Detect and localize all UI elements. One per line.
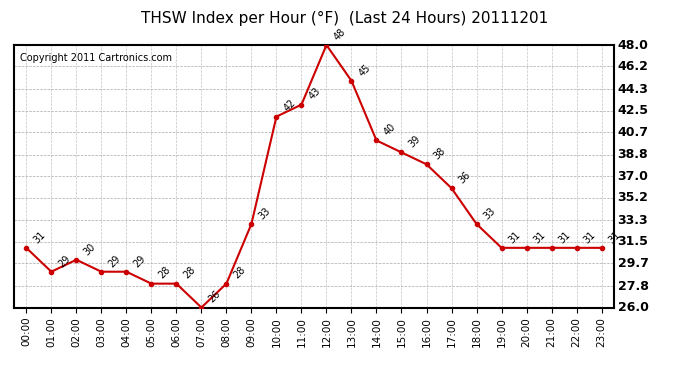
- Text: 02:00: 02:00: [71, 317, 81, 346]
- Text: 01:00: 01:00: [46, 317, 57, 346]
- Text: 31: 31: [557, 230, 573, 245]
- Text: 29: 29: [107, 253, 123, 269]
- Text: 38.8: 38.8: [618, 148, 648, 161]
- Text: 09:00: 09:00: [246, 317, 257, 346]
- Text: 30: 30: [82, 241, 97, 257]
- Text: 27.8: 27.8: [618, 279, 649, 292]
- Text: 31: 31: [607, 230, 623, 245]
- Text: 10:00: 10:00: [271, 317, 282, 346]
- Text: 48: 48: [332, 27, 348, 42]
- Text: 28: 28: [232, 265, 248, 281]
- Text: 40: 40: [382, 122, 397, 138]
- Text: 42: 42: [282, 98, 298, 114]
- Text: 03:00: 03:00: [97, 317, 106, 346]
- Text: 26: 26: [207, 289, 223, 305]
- Text: 08:00: 08:00: [221, 317, 231, 346]
- Text: 42.5: 42.5: [618, 104, 649, 117]
- Text: 35.2: 35.2: [618, 191, 649, 204]
- Text: 05:00: 05:00: [146, 317, 157, 346]
- Text: 43: 43: [307, 86, 323, 102]
- Text: 21:00: 21:00: [546, 317, 557, 347]
- Text: 23:00: 23:00: [597, 317, 607, 347]
- Text: 33: 33: [482, 206, 497, 221]
- Text: 20:00: 20:00: [522, 317, 531, 346]
- Text: 18:00: 18:00: [471, 317, 482, 347]
- Text: 17:00: 17:00: [446, 317, 457, 347]
- Text: 31: 31: [507, 230, 523, 245]
- Text: THSW Index per Hour (°F)  (Last 24 Hours) 20111201: THSW Index per Hour (°F) (Last 24 Hours)…: [141, 11, 549, 26]
- Text: 29: 29: [132, 253, 148, 269]
- Text: 14:00: 14:00: [371, 317, 382, 347]
- Text: 12:00: 12:00: [322, 317, 331, 347]
- Text: 15:00: 15:00: [397, 317, 406, 347]
- Text: 33: 33: [257, 206, 273, 221]
- Text: 22:00: 22:00: [571, 317, 582, 347]
- Text: 28: 28: [182, 265, 198, 281]
- Text: 00:00: 00:00: [21, 317, 31, 346]
- Text: 11:00: 11:00: [297, 317, 306, 347]
- Text: 48.0: 48.0: [618, 39, 649, 51]
- Text: 36: 36: [457, 170, 473, 185]
- Text: 46.2: 46.2: [618, 60, 649, 73]
- Text: 04:00: 04:00: [121, 317, 131, 346]
- Text: 37.0: 37.0: [618, 170, 649, 183]
- Text: 07:00: 07:00: [197, 317, 206, 346]
- Text: 28: 28: [157, 265, 172, 281]
- Text: 31.5: 31.5: [618, 236, 649, 248]
- Text: 31: 31: [32, 230, 48, 245]
- Text: 45: 45: [357, 62, 373, 78]
- Text: 06:00: 06:00: [171, 317, 181, 346]
- Text: 13:00: 13:00: [346, 317, 357, 347]
- Text: 31: 31: [582, 230, 598, 245]
- Text: 33.3: 33.3: [618, 214, 648, 227]
- Text: 44.3: 44.3: [618, 82, 649, 96]
- Text: 19:00: 19:00: [497, 317, 506, 347]
- Text: 40.7: 40.7: [618, 126, 649, 139]
- Text: 31: 31: [532, 230, 548, 245]
- Text: Copyright 2011 Cartronics.com: Copyright 2011 Cartronics.com: [20, 53, 172, 63]
- Text: 29.7: 29.7: [618, 257, 649, 270]
- Text: 39: 39: [407, 134, 423, 150]
- Text: 29: 29: [57, 253, 72, 269]
- Text: 26.0: 26.0: [618, 301, 649, 314]
- Text: 16:00: 16:00: [422, 317, 431, 347]
- Text: 38: 38: [432, 146, 448, 162]
